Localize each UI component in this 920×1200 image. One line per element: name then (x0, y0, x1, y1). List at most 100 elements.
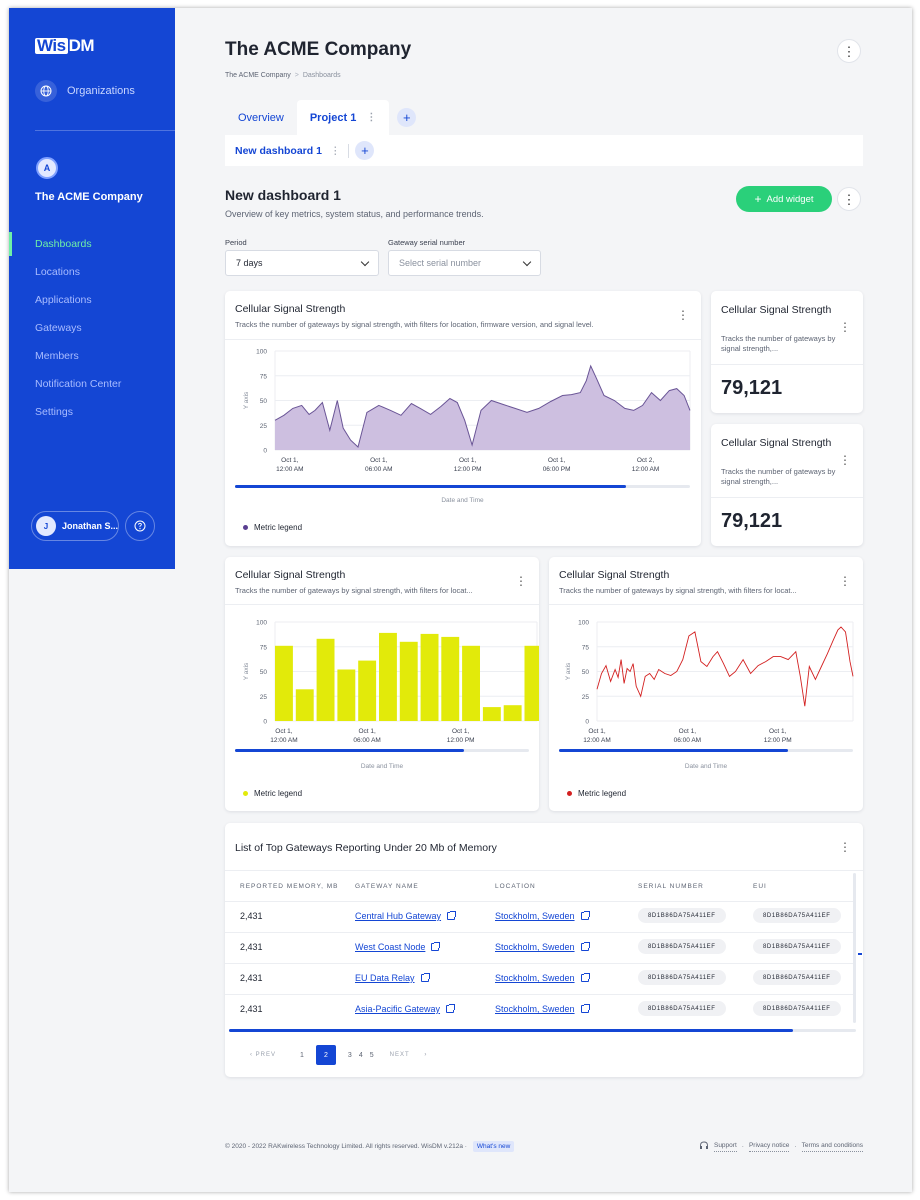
cell-location-link[interactable]: Stockholm, Sweden (495, 911, 590, 921)
cell-memory: 2,431 (240, 973, 263, 983)
y-tick-label: 0 (263, 448, 267, 455)
bar (420, 633, 439, 721)
period-select[interactable]: 7 days (225, 250, 379, 276)
cell-location-link[interactable]: Stockholm, Sweden (495, 1004, 590, 1014)
dashboard-more-button[interactable]: ⋮ (837, 187, 861, 211)
column-header-location[interactable]: LOCATION (495, 883, 536, 890)
chart-scrollbar[interactable] (559, 749, 853, 752)
column-header-gateway-name[interactable]: GATEWAY NAME (355, 883, 419, 890)
logo-wis: Wis (35, 36, 68, 55)
sidebar-item-locations[interactable]: Locations (35, 266, 80, 278)
legend-dot (243, 525, 248, 530)
subtab-kebab-icon[interactable]: ⋮ (329, 144, 341, 157)
line-chart-svg: 0 25 50 75 100 Y axis Oct 1, 12:00 AM Oct 1, 06:0… (565, 620, 854, 744)
x-axis-title: Date and Time (441, 497, 484, 504)
table-scrollbar[interactable] (229, 1029, 856, 1032)
chart-legend[interactable]: Metric legend (567, 789, 626, 798)
sidebar-divider (35, 130, 175, 131)
card-kebab-icon[interactable]: ⋮ (839, 574, 851, 588)
sidebar-item-gateways[interactable]: Gateways (35, 322, 82, 334)
page-4[interactable]: 4 (358, 1051, 363, 1059)
cell-gateway-name-link[interactable]: Central Hub Gateway (355, 911, 457, 921)
page-3[interactable]: 3 (347, 1051, 352, 1059)
user-menu-button[interactable]: J Jonathan S... (31, 511, 119, 541)
sidebar-item-members[interactable]: Members (35, 350, 79, 362)
location-name: Stockholm, Sweden (495, 973, 575, 983)
chart-legend[interactable]: Metric legend (243, 523, 302, 532)
page-more-button[interactable]: ⋮ (837, 39, 861, 63)
cell-gateway-name-link[interactable]: EU Data Relay (355, 973, 430, 983)
card-kebab-icon[interactable]: ⋮ (839, 453, 851, 467)
support-link[interactable]: Support (713, 1142, 737, 1152)
wisdm-logo[interactable]: Wis DM (35, 36, 95, 55)
add-widget-button[interactable]: + Add widget (736, 186, 832, 212)
kpi-card-1: Cellular Signal Strength Tracks the numb… (711, 291, 863, 413)
tab-project-1[interactable]: Project 1 ⋮ (296, 100, 390, 135)
cell-gateway-name-link[interactable]: Asia-Pacific Gateway (355, 1004, 456, 1014)
serial-chip: 8D1B86DA75A411EF (638, 970, 726, 985)
line-chart-card: Cellular Signal Strength Tracks the numb… (549, 557, 863, 811)
cell-gateway-name-link[interactable]: West Coast Node (355, 942, 441, 952)
prev-label: PREV (255, 1052, 277, 1058)
sidebar-item-settings[interactable]: Settings (35, 406, 73, 418)
table-vertical-scrollbar[interactable] (853, 873, 856, 1023)
chart-scrollbar[interactable] (235, 749, 529, 752)
subtab-new-dashboard-1[interactable]: New dashboard 1 (235, 144, 322, 157)
sidebar-item-notification-center[interactable]: Notification Center (35, 378, 122, 390)
page-1[interactable]: 1 (300, 1051, 304, 1059)
company-name: The ACME Company (35, 191, 143, 203)
sidebar-item-applications[interactable]: Applications (35, 294, 92, 306)
tab-kebab-icon[interactable]: ⋮ (366, 112, 377, 123)
legend-label: Metric legend (578, 789, 627, 798)
external-link-icon (446, 1004, 456, 1013)
chevron-down-icon (522, 257, 532, 266)
question-icon (134, 520, 146, 532)
footer-separator: · (794, 1143, 797, 1150)
chart-scrollbar-thumb[interactable] (235, 485, 627, 488)
tab-overview[interactable]: Overview (225, 100, 297, 135)
add-dashboard-button[interactable]: + (355, 141, 375, 160)
cell-location-link[interactable]: Stockholm, Sweden (495, 942, 590, 952)
company-avatar[interactable]: A (36, 157, 58, 179)
external-link-icon (420, 973, 430, 982)
card-kebab-icon[interactable]: ⋮ (839, 840, 851, 854)
sidebar-item-dashboards[interactable]: Dashboards (9, 230, 175, 258)
globe-icon (35, 80, 57, 102)
cell-location-link[interactable]: Stockholm, Sweden (495, 973, 590, 983)
terms-link[interactable]: Terms and conditions (801, 1142, 863, 1152)
chart-scrollbar[interactable] (235, 485, 690, 488)
pagination-next[interactable]: NEXT › (389, 1052, 428, 1058)
page-2-current[interactable]: 2 (315, 1045, 336, 1065)
external-link-icon (580, 973, 590, 982)
app-window: Wis DM Organizations A The ACME Company … (9, 8, 912, 1192)
x-tick-label: 12:00 AM (270, 737, 297, 744)
column-header-serial-number[interactable]: SERIAL NUMBER (638, 883, 704, 890)
footer-links: Support · Privacy notice · Terms and con… (699, 1141, 863, 1152)
page-5[interactable]: 5 (369, 1051, 374, 1059)
card-kebab-icon[interactable]: ⋮ (677, 308, 689, 322)
pagination-prev[interactable]: ‹ PREV (250, 1052, 277, 1058)
card-kebab-icon[interactable]: ⋮ (839, 320, 851, 334)
help-button[interactable] (125, 511, 155, 541)
user-name: Jonathan S... (62, 521, 119, 531)
x-axis-title: Date and Time (684, 763, 728, 770)
x-tick-label: Oct 1, (452, 728, 470, 735)
x-tick-label: Oct 1, (370, 457, 388, 464)
chart-legend[interactable]: Metric legend (243, 789, 302, 798)
serial-select[interactable]: Select serial number (388, 250, 541, 276)
chart-scrollbar-thumb[interactable] (559, 749, 789, 752)
y-tick-label: 25 (260, 694, 268, 701)
card-kebab-icon[interactable]: ⋮ (515, 574, 527, 588)
y-tick-label: 50 (260, 398, 268, 405)
gateway-name: EU Data Relay (355, 973, 415, 983)
line-series (596, 626, 854, 707)
chart-scrollbar-thumb[interactable] (235, 749, 465, 752)
privacy-link[interactable]: Privacy notice (748, 1142, 790, 1152)
whats-new-link[interactable]: What's new (472, 1141, 515, 1152)
organizations-link[interactable]: Organizations (35, 80, 135, 102)
breadcrumb-item-company[interactable]: The ACME Company (225, 72, 291, 79)
column-header-memory[interactable]: REPORTED MEMORY, MB (240, 883, 339, 890)
add-tab-button[interactable]: + (397, 108, 417, 127)
table-scrollbar-thumb[interactable] (229, 1029, 794, 1032)
column-header-eui[interactable]: EUI (753, 883, 767, 890)
